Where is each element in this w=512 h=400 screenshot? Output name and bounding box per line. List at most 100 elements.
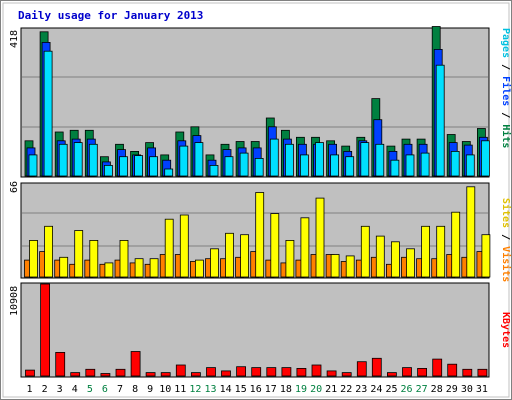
day-label: 21	[325, 384, 337, 395]
kbytes-bar	[432, 358, 443, 377]
sites-bar	[74, 230, 84, 278]
visits-sites-bars	[24, 186, 491, 278]
day-label: 11	[174, 384, 186, 395]
day-label: 31	[476, 384, 488, 395]
sites-bar	[210, 248, 219, 278]
sites-bar	[406, 248, 415, 278]
day-label: 10	[159, 384, 171, 395]
kbytes-bar	[477, 368, 488, 377]
ylabel-part: /	[500, 228, 511, 246]
pages-bar	[194, 142, 204, 177]
kbytes-panel-background	[20, 282, 490, 378]
kbytes-bar	[266, 367, 277, 377]
visits-ymax-label: 66	[9, 181, 20, 193]
kbytes-bar	[130, 351, 141, 377]
sites-bar	[481, 234, 491, 278]
pages-bar	[164, 168, 174, 177]
day-label: 30	[461, 384, 473, 395]
pages-bar	[73, 142, 83, 177]
kbytes-bar	[25, 369, 35, 377]
ylabel-part: Visits	[500, 246, 512, 282]
sites-bar	[375, 235, 385, 278]
day-label: 19	[295, 384, 307, 395]
ylabel-part: Pages	[500, 28, 511, 58]
kbytes-bar	[221, 370, 231, 377]
day-label: 13	[204, 384, 216, 395]
day-label: 28	[431, 384, 443, 395]
pages-bar	[420, 152, 430, 177]
pages-bar	[179, 145, 189, 177]
day-label: 27	[416, 384, 428, 395]
day-label: 29	[446, 384, 458, 395]
kbytes-bar	[326, 370, 337, 377]
pages-bar	[480, 140, 490, 177]
sites-bar	[436, 225, 446, 278]
chart-title: Daily usage for January 2013	[18, 9, 203, 22]
sites-bar	[134, 258, 144, 278]
kbytes-bars	[25, 283, 488, 377]
day-labels: 1 2 3 4 5 6 7 8 9 10 11 12 13 14 15 16 17 18 19 20 21 22 23 24 2…	[26, 384, 487, 395]
day-label: 22	[340, 384, 352, 395]
ylabel-part: Files	[500, 76, 512, 106]
pages-bar	[405, 154, 415, 177]
sites-bar	[89, 239, 99, 278]
day-label: 14	[220, 384, 232, 395]
sites-bar	[466, 186, 476, 278]
sites-bar	[451, 211, 461, 278]
sites-bar	[194, 259, 204, 278]
kbytes-bar	[447, 363, 458, 377]
day-label: 15	[235, 384, 247, 395]
day-label: 24	[370, 384, 382, 395]
sites-bar	[330, 254, 340, 278]
sites-bar	[164, 218, 174, 278]
day-label: 3	[57, 384, 63, 395]
kbytes-bar	[115, 368, 126, 377]
kbytes-bar	[386, 372, 397, 377]
pages-bar	[315, 142, 324, 177]
hits-ymax-label: 418	[9, 30, 20, 48]
kbytes-bar	[417, 367, 428, 377]
kbytes-bar	[311, 364, 322, 377]
sites-bar	[225, 232, 234, 278]
sites-visits-ylabel: Sites / Visits	[500, 198, 512, 282]
day-label: 18	[280, 384, 292, 395]
pages-bar	[254, 157, 264, 177]
day-label: 4	[72, 384, 78, 395]
ylabel-part: /	[500, 58, 511, 76]
ylabel-part: Sites	[500, 198, 512, 228]
pages-bar	[224, 156, 234, 177]
sites-bar	[44, 225, 53, 278]
pages-bar	[239, 152, 249, 177]
kbytes-bar	[296, 367, 307, 377]
pages-bar	[88, 143, 98, 177]
sites-bar	[179, 214, 189, 278]
day-label: 26	[400, 384, 412, 395]
pages-bar	[284, 143, 294, 177]
pages-bar	[450, 150, 460, 177]
pages-bar	[58, 143, 68, 177]
ylabel-part: KBytes	[500, 312, 511, 348]
kbytes-bar	[70, 372, 81, 377]
sites-bar	[390, 241, 400, 278]
pages-bar	[435, 64, 445, 177]
ylabel-part: Hits	[500, 124, 512, 148]
sites-bar	[59, 256, 69, 278]
kbytes-bar	[85, 368, 96, 377]
day-label: 25	[385, 384, 397, 395]
kbytes-bar	[371, 357, 382, 377]
pages-bar	[330, 154, 340, 177]
day-label: 7	[117, 384, 123, 395]
kbytes-bar	[281, 367, 292, 377]
sites-bar	[240, 234, 250, 278]
day-label: 16	[250, 384, 262, 395]
sites-bar	[149, 258, 159, 278]
kbytes-bar	[206, 367, 216, 377]
kbytes-bar	[402, 367, 412, 377]
pages-bar	[269, 138, 279, 177]
sites-bar	[119, 239, 129, 278]
kbytes-ylabel: KBytes	[500, 312, 511, 348]
pages-bar	[104, 164, 113, 177]
hits-files-pages-bars	[24, 26, 490, 177]
sites-bar	[270, 213, 280, 278]
